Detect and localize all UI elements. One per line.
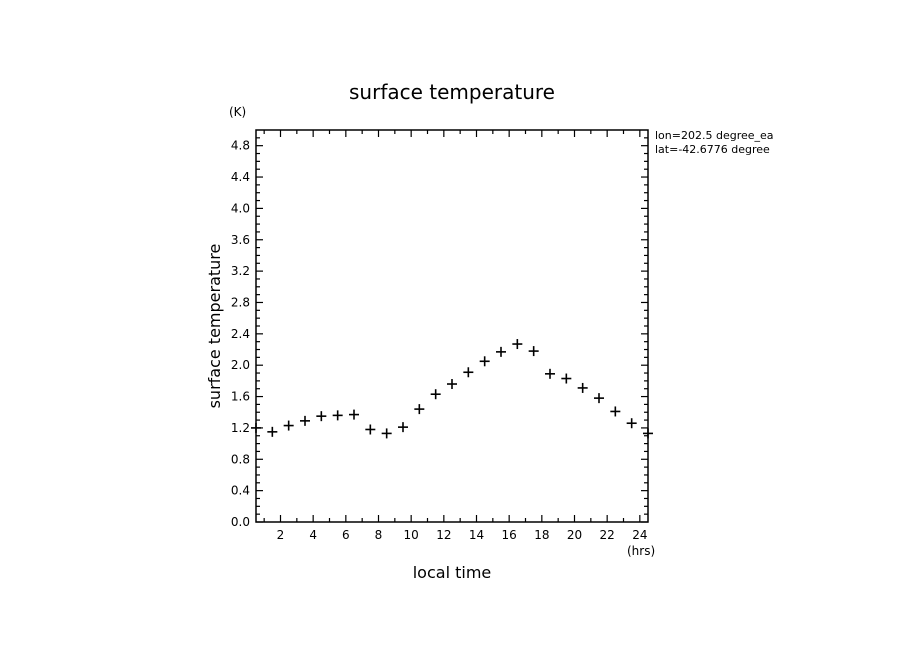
data-point	[300, 415, 310, 426]
data-point	[365, 424, 376, 435]
y-tick-label: 2.0	[231, 358, 250, 372]
y-tick-label: 2.8	[231, 295, 250, 309]
annotation-lat: lat=-42.6776 degree	[655, 143, 770, 156]
x-unit-label: (hrs)	[627, 544, 655, 558]
data-point	[610, 406, 621, 417]
data-point	[577, 382, 588, 393]
ticks-layer: 0.0 0.4 0.8 1.2 1.6 2.0 2.4 2.8 3.2 3.6 4.0 4.4 4.8 2…	[231, 130, 648, 542]
y-unit-label: (K)	[229, 105, 246, 119]
y-tick-label: 4.4	[231, 170, 250, 184]
data-point	[561, 373, 572, 384]
x-tick-label: 8	[375, 528, 383, 542]
data-point	[332, 410, 343, 421]
y-tick-label: 3.6	[231, 233, 250, 247]
data-point	[643, 428, 653, 439]
x-tick-label: 24	[632, 528, 647, 542]
y-axis-title: surface temperature	[205, 244, 224, 409]
x-tick-label: 18	[534, 528, 549, 542]
y-tick-label: 0.8	[231, 452, 250, 466]
marks-layer	[251, 339, 653, 439]
y-tick-label: 4.8	[231, 139, 250, 153]
data-point	[528, 346, 539, 357]
data-point	[479, 356, 490, 367]
x-tick-label: 12	[436, 528, 451, 542]
data-point	[447, 379, 457, 390]
x-tick-label: 14	[469, 528, 484, 542]
annotation-lon: lon=202.5 degree_ea	[655, 129, 774, 142]
x-tick-label: 6	[342, 528, 350, 542]
y-tick-label: 0.4	[231, 484, 250, 498]
y-tick-label: 1.6	[231, 390, 250, 404]
x-tick-label: 10	[404, 528, 419, 542]
x-tick-label: 22	[600, 528, 615, 542]
x-tick-label: 2	[277, 528, 285, 542]
x-tick-label: 4	[309, 528, 317, 542]
data-point	[594, 393, 604, 404]
y-tick-label: 2.4	[231, 327, 250, 341]
data-point	[251, 422, 261, 433]
y-tick-label: 0.0	[231, 515, 250, 529]
data-point	[463, 367, 474, 378]
plot-frame	[255, 129, 649, 523]
data-point	[512, 339, 523, 350]
x-axis-title: local time	[413, 563, 492, 582]
x-tick-label: 16	[502, 528, 517, 542]
data-point	[283, 420, 294, 431]
x-tick-label: 20	[567, 528, 582, 542]
data-point	[430, 389, 441, 400]
data-point	[316, 411, 327, 422]
y-tick-label: 4.0	[231, 201, 250, 215]
data-point	[626, 418, 637, 429]
data-point	[398, 422, 408, 433]
data-point	[267, 426, 278, 437]
chart-title: surface temperature	[349, 80, 555, 104]
data-point	[381, 428, 392, 439]
y-tick-label: 3.2	[231, 264, 250, 278]
data-point	[349, 409, 359, 420]
data-point	[414, 404, 425, 415]
data-point	[496, 346, 506, 357]
data-point	[545, 368, 555, 379]
y-tick-label: 1.2	[231, 421, 250, 435]
